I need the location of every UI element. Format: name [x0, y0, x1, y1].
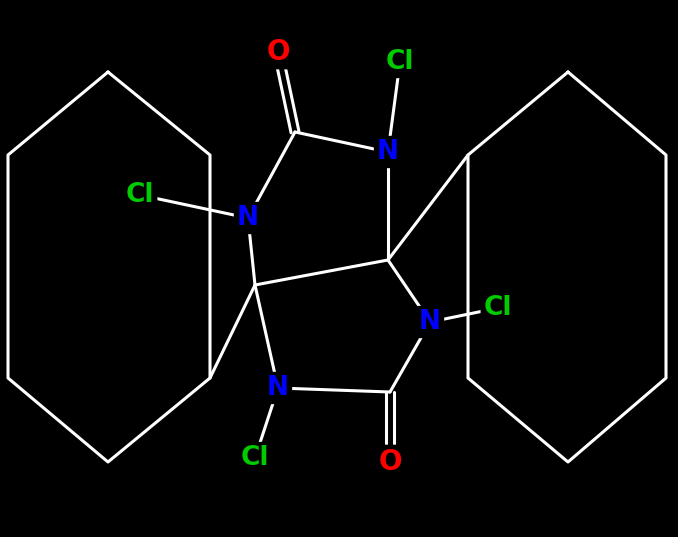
Text: Cl: Cl [125, 182, 155, 208]
Text: N: N [237, 205, 259, 231]
Text: N: N [377, 139, 399, 165]
Text: O: O [266, 38, 290, 66]
Text: O: O [378, 448, 402, 476]
Text: Cl: Cl [483, 295, 513, 321]
Text: N: N [419, 309, 441, 335]
Text: N: N [267, 375, 289, 401]
Text: Cl: Cl [386, 49, 414, 75]
Text: Cl: Cl [241, 445, 269, 471]
